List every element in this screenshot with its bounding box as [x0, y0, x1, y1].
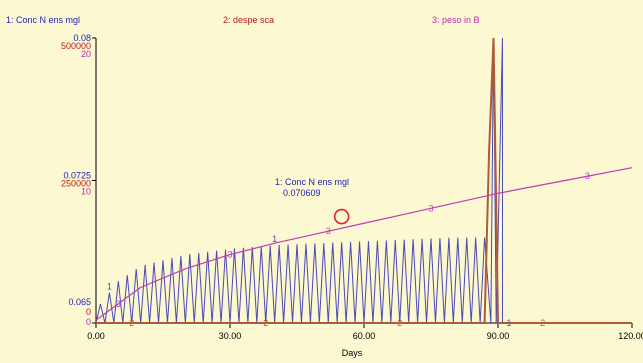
- annotation: 1: Conc N ens mgl 0.070609: [275, 177, 350, 225]
- legend-series-1: 1: Conc N ens mgl: [6, 15, 80, 25]
- y-axis-2-tick-label: 250000: [61, 179, 91, 189]
- y-axis-3-tick-label: 0: [86, 317, 91, 327]
- x-tick-label: 90.00: [487, 331, 510, 341]
- legend-series-2: 2: despe sca: [223, 15, 274, 25]
- series-3-marker: 3: [585, 171, 590, 181]
- series-1-marker: 1: [506, 318, 511, 328]
- x-tick-label: 120.00: [618, 331, 643, 341]
- series-3-marker: 3: [227, 250, 232, 260]
- y-axis-1-tick-label: 0.065: [68, 297, 91, 307]
- series-2-marker: 2: [397, 318, 402, 328]
- series-1-marker: 1: [107, 282, 112, 292]
- series-3-marker: 3: [428, 203, 433, 213]
- series-2-marker: 2: [263, 318, 268, 328]
- legend-series-3: 3: peso in B: [432, 15, 480, 25]
- series-3-marker: 3: [326, 226, 331, 236]
- y-axis-3-tick-label: 10: [81, 187, 91, 197]
- series-3-line: [95, 167, 633, 321]
- series-2-marker: 2: [540, 318, 545, 328]
- series-2-marker: 2: [129, 318, 134, 328]
- series-1-marker: 1: [272, 234, 277, 244]
- x-tick-label: 0.00: [87, 331, 105, 341]
- x-axis-label: Days: [342, 348, 363, 358]
- x-tick-label: 30.00: [219, 331, 242, 341]
- series-3-marker: 3: [116, 299, 121, 309]
- y-axis-2-tick-label: 0: [86, 307, 91, 317]
- y-axis-1-tick-label: 0.0725: [63, 171, 91, 181]
- series-2-line: [96, 37, 632, 324]
- annotation-marker-circle: [333, 208, 350, 225]
- annotation-series-label: 1: Conc N ens mgl: [275, 177, 349, 187]
- y-axis-3-tick-label: 20: [81, 49, 91, 59]
- y-axis-2-tick-label: 500000: [61, 41, 91, 51]
- annotation-value: 0.070609: [283, 188, 321, 198]
- legend: 1: Conc N ens mgl 2: despe sca 3: peso i…: [6, 15, 480, 25]
- x-tick-label: 60.00: [353, 331, 376, 341]
- axes: 0.00 30.00 60.00 90.00 120.00 0.065 0.0725 0.08…: [61, 33, 643, 341]
- y-axis-1-tick-label: 0.08: [73, 33, 91, 43]
